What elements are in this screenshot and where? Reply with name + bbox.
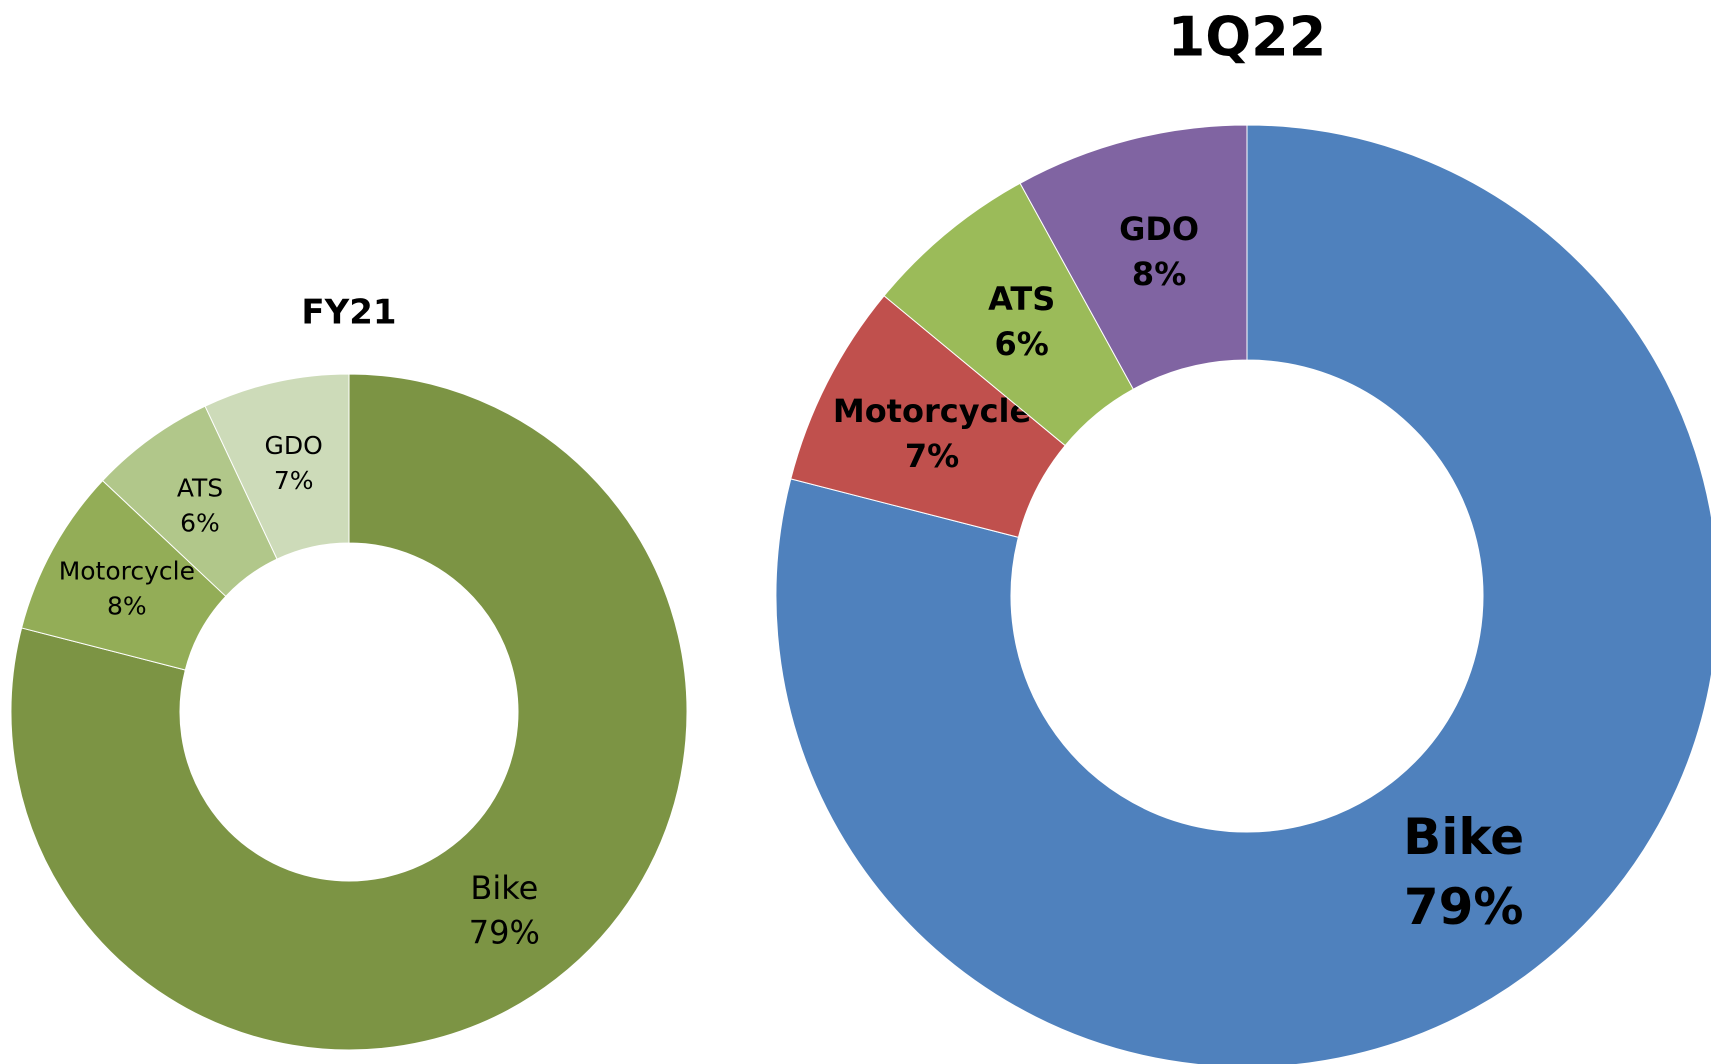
data-label-value: 7% bbox=[274, 466, 314, 495]
chart-title: 1Q22 bbox=[1168, 6, 1327, 69]
data-label-name: ATS bbox=[988, 280, 1055, 318]
chart-title: FY21 bbox=[301, 293, 396, 333]
data-label-value: 79% bbox=[469, 914, 540, 952]
data-label-value: 6% bbox=[180, 508, 220, 537]
data-label-value: 7% bbox=[905, 437, 959, 475]
data-label-name: Bike bbox=[470, 869, 538, 907]
data-label-name: GDO bbox=[265, 431, 323, 460]
data-label-value: 8% bbox=[107, 591, 147, 620]
slice bbox=[1019, 124, 1248, 390]
slice bbox=[204, 373, 350, 560]
slice bbox=[10, 373, 688, 1051]
data-label-value: 79% bbox=[1404, 878, 1524, 936]
data-label-name: GDO bbox=[1119, 210, 1199, 248]
data-label-name: Motorcycle bbox=[833, 392, 1031, 430]
data-label-name: Bike bbox=[1403, 808, 1524, 866]
slice bbox=[775, 124, 1711, 1064]
data-label-value: 6% bbox=[995, 325, 1049, 363]
data-label-name: Motorcycle bbox=[59, 556, 195, 585]
data-label-value: 8% bbox=[1132, 255, 1186, 293]
data-label-name: ATS bbox=[177, 473, 223, 502]
